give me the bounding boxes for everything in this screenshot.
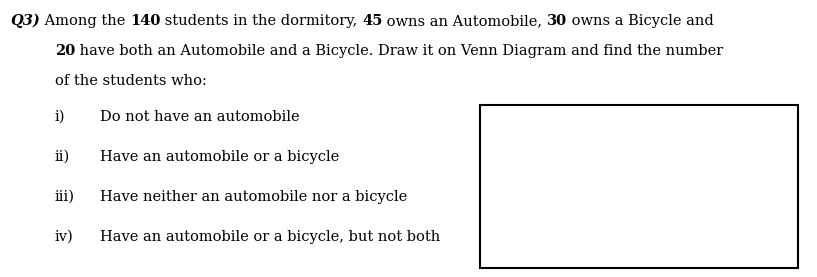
Text: iv): iv) [55, 230, 74, 244]
Text: of the students who:: of the students who: [55, 74, 207, 88]
Text: iii): iii) [55, 190, 75, 204]
Text: students in the dormitory,: students in the dormitory, [160, 14, 362, 28]
Text: Have an automobile or a bicycle: Have an automobile or a bicycle [100, 150, 339, 164]
Text: 45: 45 [362, 14, 382, 28]
Text: Do not have an automobile: Do not have an automobile [100, 110, 300, 124]
Text: owns a Bicycle and: owns a Bicycle and [567, 14, 714, 28]
Text: 140: 140 [130, 14, 160, 28]
Text: 30: 30 [547, 14, 567, 28]
Text: Q3): Q3) [10, 14, 40, 28]
Text: Have an automobile or a bicycle, but not both: Have an automobile or a bicycle, but not… [100, 230, 440, 244]
Text: owns an Automobile,: owns an Automobile, [382, 14, 547, 28]
Text: Among the: Among the [40, 14, 130, 28]
Text: Have neither an automobile nor a bicycle: Have neither an automobile nor a bicycle [100, 190, 407, 204]
Text: ii): ii) [55, 150, 70, 164]
Text: 20: 20 [55, 44, 75, 58]
Text: i): i) [55, 110, 65, 124]
Text: have both an Automobile and a Bicycle. Draw it on Venn Diagram and find the numb: have both an Automobile and a Bicycle. D… [75, 44, 724, 58]
